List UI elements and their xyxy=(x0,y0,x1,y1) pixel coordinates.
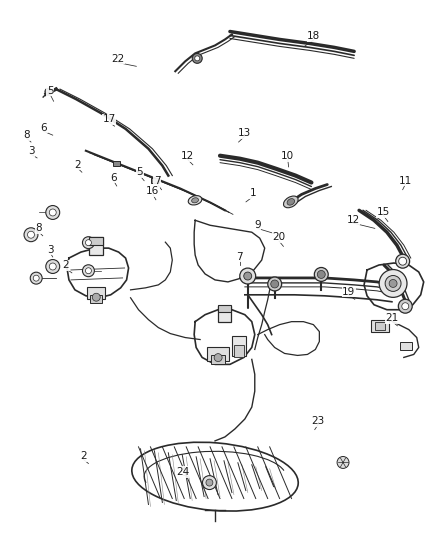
Text: 3: 3 xyxy=(47,245,53,255)
Circle shape xyxy=(402,303,409,310)
Text: 10: 10 xyxy=(281,151,294,161)
Circle shape xyxy=(244,272,252,280)
Bar xyxy=(375,322,385,330)
Circle shape xyxy=(271,280,279,288)
Text: 18: 18 xyxy=(307,31,321,41)
Text: 15: 15 xyxy=(377,207,390,217)
Circle shape xyxy=(33,275,39,281)
Text: 3: 3 xyxy=(28,146,34,156)
Bar xyxy=(90,295,102,303)
Bar xyxy=(371,320,389,332)
Ellipse shape xyxy=(283,196,298,208)
Circle shape xyxy=(28,231,35,238)
Circle shape xyxy=(317,270,325,278)
Text: 1: 1 xyxy=(250,188,256,198)
Circle shape xyxy=(46,260,60,273)
Circle shape xyxy=(30,272,42,284)
Circle shape xyxy=(85,240,92,246)
Circle shape xyxy=(214,353,222,361)
Bar xyxy=(218,306,231,322)
Text: 17: 17 xyxy=(102,114,116,124)
Bar xyxy=(218,305,231,312)
Text: 20: 20 xyxy=(272,232,286,243)
Text: 5: 5 xyxy=(47,86,53,95)
Text: 7: 7 xyxy=(237,252,243,262)
Text: 5: 5 xyxy=(137,167,143,177)
Text: 22: 22 xyxy=(111,54,125,64)
Circle shape xyxy=(195,56,200,61)
Circle shape xyxy=(206,479,213,486)
Circle shape xyxy=(268,277,282,291)
Text: 8: 8 xyxy=(35,223,42,233)
Circle shape xyxy=(192,53,202,63)
Circle shape xyxy=(385,276,401,292)
Bar xyxy=(89,237,103,255)
Circle shape xyxy=(45,88,52,95)
Circle shape xyxy=(314,268,328,281)
Text: 9: 9 xyxy=(254,220,261,230)
Text: 2: 2 xyxy=(74,160,81,170)
Ellipse shape xyxy=(192,198,198,203)
Circle shape xyxy=(202,475,216,489)
Circle shape xyxy=(337,456,349,469)
Circle shape xyxy=(399,257,406,265)
Text: 13: 13 xyxy=(238,128,251,138)
Circle shape xyxy=(24,228,38,241)
Circle shape xyxy=(92,293,100,301)
Bar xyxy=(207,347,229,361)
Ellipse shape xyxy=(287,199,295,205)
Text: 16: 16 xyxy=(146,187,159,196)
Text: 23: 23 xyxy=(311,416,325,426)
Bar xyxy=(89,237,103,245)
Bar xyxy=(233,345,244,357)
Bar xyxy=(211,355,225,364)
Circle shape xyxy=(85,268,92,274)
Text: 2: 2 xyxy=(80,451,87,461)
Circle shape xyxy=(49,209,56,216)
Bar xyxy=(151,177,159,183)
Text: 7: 7 xyxy=(154,176,160,185)
Text: 19: 19 xyxy=(342,287,355,297)
Text: 8: 8 xyxy=(23,130,30,140)
Text: 24: 24 xyxy=(177,467,190,477)
Bar xyxy=(400,342,412,350)
Text: 6: 6 xyxy=(41,123,47,133)
Text: 6: 6 xyxy=(110,173,117,182)
Text: 12: 12 xyxy=(181,151,194,161)
Circle shape xyxy=(389,279,397,287)
Circle shape xyxy=(240,268,256,284)
Circle shape xyxy=(46,206,60,220)
Text: 2: 2 xyxy=(63,261,69,270)
Text: 12: 12 xyxy=(346,215,360,225)
Text: 11: 11 xyxy=(399,176,412,185)
Circle shape xyxy=(82,265,95,277)
Circle shape xyxy=(49,263,56,270)
Bar xyxy=(232,336,246,356)
Circle shape xyxy=(396,254,410,268)
Bar xyxy=(87,287,105,299)
Ellipse shape xyxy=(188,196,202,205)
Text: 21: 21 xyxy=(385,313,399,324)
Circle shape xyxy=(379,270,407,297)
Bar xyxy=(113,161,120,166)
Circle shape xyxy=(82,237,95,248)
Circle shape xyxy=(398,299,412,313)
